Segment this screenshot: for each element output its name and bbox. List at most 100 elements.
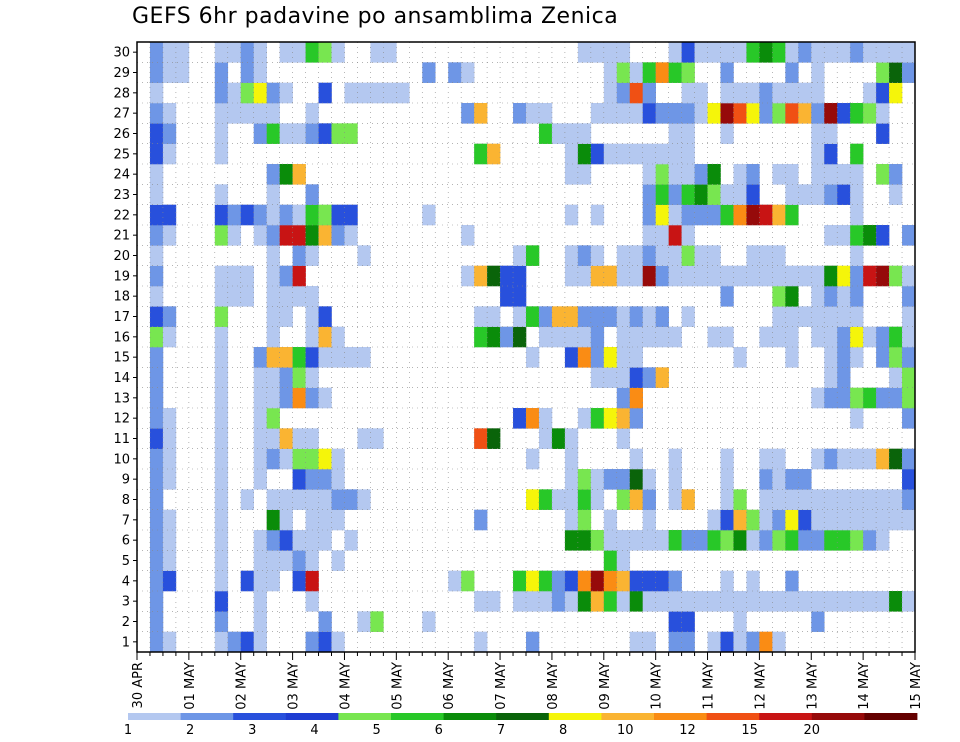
heatmap-cell bbox=[707, 103, 721, 124]
heatmap-cell bbox=[811, 530, 825, 551]
heatmap-cell bbox=[590, 591, 605, 612]
heatmap-cell bbox=[772, 530, 786, 551]
heatmap-cell bbox=[681, 265, 695, 287]
heatmap-cell bbox=[162, 550, 177, 571]
heatmap-cell bbox=[162, 509, 177, 531]
heatmap-cell bbox=[149, 570, 164, 592]
heatmap-cell bbox=[811, 306, 825, 327]
heatmap-cell bbox=[811, 103, 825, 124]
heatmap-cell bbox=[214, 123, 229, 144]
heatmap-cell bbox=[811, 489, 825, 510]
heatmap-cell bbox=[863, 82, 877, 104]
heatmap-cell bbox=[266, 550, 280, 571]
heatmap-cell bbox=[266, 286, 280, 307]
heatmap-cell bbox=[850, 591, 864, 612]
heatmap-cell bbox=[863, 225, 877, 246]
heatmap-cell bbox=[876, 489, 890, 510]
heatmap-cell bbox=[902, 387, 916, 409]
heatmap-cell bbox=[149, 306, 164, 327]
heatmap-cell bbox=[318, 123, 332, 144]
y-tick-label: 7 bbox=[122, 513, 130, 528]
heatmap-cell bbox=[253, 82, 267, 104]
heatmap-cell bbox=[811, 611, 825, 632]
heatmap-cell bbox=[772, 631, 786, 653]
heatmap-cell bbox=[214, 570, 229, 592]
heatmap-cell bbox=[214, 387, 229, 409]
heatmap-cell bbox=[422, 62, 436, 83]
heatmap-cell bbox=[902, 42, 916, 63]
heatmap-cell bbox=[318, 509, 332, 531]
heatmap-cell bbox=[811, 387, 825, 409]
heatmap-cell bbox=[785, 42, 799, 63]
heatmap-cell bbox=[902, 225, 916, 246]
heatmap-cell bbox=[474, 103, 488, 124]
heatmap-cell bbox=[902, 347, 916, 368]
heatmap-cell bbox=[746, 530, 760, 551]
heatmap-cell bbox=[162, 408, 177, 429]
heatmap-cell bbox=[279, 428, 293, 449]
heatmap-cell bbox=[863, 509, 877, 531]
legend-swatch bbox=[654, 713, 707, 720]
heatmap-cell bbox=[772, 103, 786, 124]
legend-label: 7 bbox=[497, 723, 505, 738]
heatmap-cell bbox=[616, 367, 631, 388]
heatmap-cell bbox=[720, 570, 734, 592]
heatmap-cell bbox=[240, 631, 254, 653]
heatmap-cell bbox=[902, 591, 916, 612]
heatmap-cell bbox=[668, 631, 682, 653]
heatmap-cell bbox=[214, 62, 229, 83]
heatmap-cell bbox=[694, 82, 708, 104]
heatmap-cell bbox=[305, 530, 319, 551]
heatmap-cell bbox=[603, 42, 618, 63]
heatmap-cell bbox=[500, 326, 514, 348]
heatmap-cell bbox=[824, 265, 838, 287]
heatmap-cell bbox=[694, 204, 708, 226]
heatmap-cell bbox=[642, 184, 656, 205]
x-tick-label: 03 MAY bbox=[287, 662, 302, 710]
heatmap-cell bbox=[305, 204, 319, 226]
heatmap-cell bbox=[590, 265, 605, 287]
heatmap-cell bbox=[824, 509, 838, 531]
heatmap-cell bbox=[279, 225, 293, 246]
heatmap-cell bbox=[331, 631, 345, 653]
heatmap-cell bbox=[292, 489, 306, 510]
heatmap-cell bbox=[292, 164, 306, 185]
heatmap-cell bbox=[240, 286, 254, 307]
heatmap-cell bbox=[214, 591, 229, 612]
heatmap-cell bbox=[668, 448, 682, 470]
heatmap-cell bbox=[837, 164, 851, 185]
heatmap-cell bbox=[798, 265, 812, 287]
heatmap-cell bbox=[253, 225, 267, 246]
heatmap-cell bbox=[616, 82, 631, 104]
heatmap-cell bbox=[227, 103, 242, 124]
heatmap-cell bbox=[863, 103, 877, 124]
heatmap-cell bbox=[837, 103, 851, 124]
heatmap-cell bbox=[305, 306, 319, 327]
heatmap-cell bbox=[629, 448, 643, 470]
heatmap-cell bbox=[500, 265, 514, 287]
heatmap-cell bbox=[707, 631, 721, 653]
legend-swatch bbox=[128, 713, 181, 720]
heatmap-cell bbox=[551, 123, 566, 144]
heatmap-cell bbox=[889, 265, 903, 287]
heatmap-cell bbox=[902, 448, 916, 470]
heatmap-cell bbox=[253, 408, 267, 429]
heatmap-cell bbox=[746, 184, 760, 205]
heatmap-cell bbox=[149, 448, 164, 470]
heatmap-cell bbox=[564, 306, 579, 327]
heatmap-cell bbox=[616, 103, 631, 124]
heatmap-cell bbox=[331, 225, 345, 246]
heatmap-cell bbox=[292, 347, 306, 368]
heatmap-cell bbox=[681, 530, 695, 551]
heatmap-cell bbox=[149, 42, 164, 63]
heatmap-cell bbox=[214, 42, 229, 63]
heatmap-cell bbox=[733, 530, 747, 551]
heatmap-cell bbox=[720, 591, 734, 612]
heatmap-cell bbox=[240, 62, 254, 83]
heatmap-cell bbox=[746, 103, 760, 124]
heatmap-cell bbox=[733, 204, 747, 226]
x-tick-label: 01 MAY bbox=[183, 662, 198, 710]
heatmap-cell bbox=[590, 103, 605, 124]
heatmap-cell bbox=[344, 123, 358, 144]
heatmap-cell bbox=[577, 164, 592, 185]
